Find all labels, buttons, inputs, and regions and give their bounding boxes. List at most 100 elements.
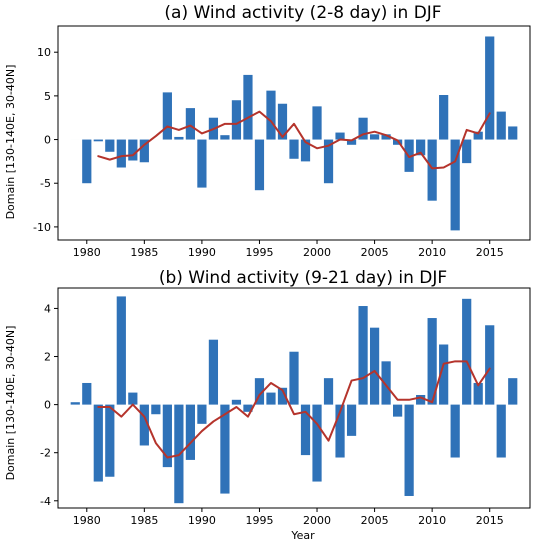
chart-b-bar xyxy=(220,404,230,494)
chart-b-x-tick-label: 2000 xyxy=(303,514,331,527)
chart-b-bar xyxy=(404,404,414,496)
chart-b-bar xyxy=(508,378,518,405)
chart-b-bar xyxy=(82,382,92,405)
chart-a-bar xyxy=(485,36,495,140)
chart-a-bar xyxy=(416,139,426,156)
chart-b-bar xyxy=(162,404,172,468)
chart-a-line-series xyxy=(97,110,491,170)
chart-b-bar xyxy=(128,392,138,405)
chart-b-bar xyxy=(277,387,288,405)
chart-b-x-tick-label: 1980 xyxy=(73,514,101,527)
chart-a-bar xyxy=(116,139,126,168)
chart-b-bar xyxy=(427,318,437,405)
chart-a-x-tick-label: 2015 xyxy=(476,246,504,259)
chart-b-bar xyxy=(116,296,126,405)
chart-a-bar xyxy=(346,139,357,145)
chart-a-bar xyxy=(289,139,299,159)
chart-a-bar xyxy=(174,136,184,140)
chart-a-x-tick-label: 1980 xyxy=(73,246,101,259)
chart-a-bar xyxy=(197,139,207,188)
chart-b-bar xyxy=(185,404,195,460)
chart-a-bar xyxy=(128,139,138,161)
chart-b-y-tick-label: 2 xyxy=(44,351,51,364)
chart-a-y-tick-label: 5 xyxy=(44,90,51,103)
chart-a-bar xyxy=(139,139,149,163)
chart-b-bar xyxy=(358,306,368,405)
chart-b-bar xyxy=(208,339,219,405)
chart-b-bar xyxy=(439,344,449,405)
chart-b-bar xyxy=(473,382,483,405)
chart-a-bar xyxy=(300,139,311,162)
chart-b-bar xyxy=(450,404,460,458)
chart-b-line-series xyxy=(97,360,491,459)
chart-a-bar xyxy=(496,111,506,140)
chart-b-y-tick-label: -2 xyxy=(40,447,51,460)
chart-b-bar xyxy=(462,298,472,405)
chart-b-ylabel: Domain [130-140E, 30-40N] xyxy=(4,326,17,481)
chart-a-ylabel: Domain [130-140E, 30-40N] xyxy=(4,65,17,220)
chart-b-x-tick-label: 2015 xyxy=(476,514,504,527)
chart-a-title: (a) Wind activity (2-8 day) in DJF xyxy=(164,3,441,23)
chart-b-bar xyxy=(243,404,253,412)
chart-b-bar xyxy=(381,361,391,405)
chart-b-axes-frame xyxy=(57,287,531,509)
chart-a-y-tick-label: -10 xyxy=(33,221,51,234)
chart-a-bar xyxy=(266,90,276,140)
chart-b-x-tick-label: 1990 xyxy=(188,514,216,527)
chart-b-plot-area: 1980 1985 1990 1995 2000 2005 2010 2015 -4 -2 0 2 4 xyxy=(40,287,531,527)
chart-b-bar xyxy=(369,327,380,405)
chart-b-bar xyxy=(496,404,506,458)
chart-a-bar xyxy=(393,139,403,145)
chart-b-bar xyxy=(346,404,357,436)
chart-a-y-tick-label: 0 xyxy=(44,134,51,147)
chart-b-xlabel: Year xyxy=(290,529,315,542)
chart-b-bar xyxy=(289,351,299,405)
chart-a-y-tick-label: 10 xyxy=(37,46,51,59)
chart-a-bar xyxy=(427,139,437,201)
chart-b-x-tick-label: 2010 xyxy=(418,514,446,527)
chart-b-x-tick-label: 2005 xyxy=(361,514,389,527)
chart-b-bar xyxy=(312,404,322,482)
chart-a-bar xyxy=(323,139,334,184)
chart-b-y-tick-label: -4 xyxy=(40,495,51,508)
chart-b-bar xyxy=(266,392,276,405)
chart-b-x-tick-label: 1995 xyxy=(245,514,273,527)
chart-b-bar xyxy=(231,399,242,405)
chart-a-x-tick-label: 1990 xyxy=(188,246,216,259)
chart-b-bar xyxy=(197,404,207,424)
chart-b-y-tick-label: 4 xyxy=(44,302,51,315)
chart-a-y-tick-label: -5 xyxy=(40,177,51,190)
chart-a-bar xyxy=(381,134,391,140)
chart-a-x-tick-label: 2000 xyxy=(303,246,331,259)
chart-a-bar xyxy=(335,132,345,140)
chart-b-bar xyxy=(335,404,345,458)
chart-a-bar xyxy=(277,103,288,140)
chart-a-plot-area: 1980 1985 1990 1995 2000 2005 2010 2015 -10 -5 0 5 1… xyxy=(33,25,531,259)
chart-a-bar xyxy=(439,95,449,140)
chart-b-bar xyxy=(485,325,495,405)
chart-b-bar xyxy=(105,404,115,477)
chart-a-bar xyxy=(82,139,92,184)
chart-a-bar xyxy=(185,108,195,140)
chart-a-bar xyxy=(473,131,483,140)
chart-a-x-tick-label: 1985 xyxy=(130,246,158,259)
chart-b-bar xyxy=(416,394,426,405)
chart-b-bar xyxy=(300,404,311,456)
chart-b-title: (b) Wind activity (9-21 day) in DJF xyxy=(159,268,447,288)
chart-a-x-tick-label: 2005 xyxy=(361,246,389,259)
chart-a-bar xyxy=(450,139,460,231)
chart-b-x-tick-label: 1985 xyxy=(130,514,158,527)
chart-a-bar xyxy=(243,74,253,140)
chart-a-bar xyxy=(312,106,322,140)
chart-b-bar xyxy=(70,402,80,405)
chart-a-bar xyxy=(254,139,265,191)
chart-a-bar xyxy=(508,126,518,140)
chart-b-bar xyxy=(254,378,265,405)
chart-b-y-tick-label: 0 xyxy=(44,399,51,412)
chart-a-bar xyxy=(220,135,230,140)
chart-a-bar xyxy=(105,139,115,152)
chart-a-bar xyxy=(93,139,103,142)
chart-a-x-tick-label: 1995 xyxy=(245,246,273,259)
chart-a-bar xyxy=(231,100,242,140)
chart-a-x-tick-label: 2010 xyxy=(418,246,446,259)
